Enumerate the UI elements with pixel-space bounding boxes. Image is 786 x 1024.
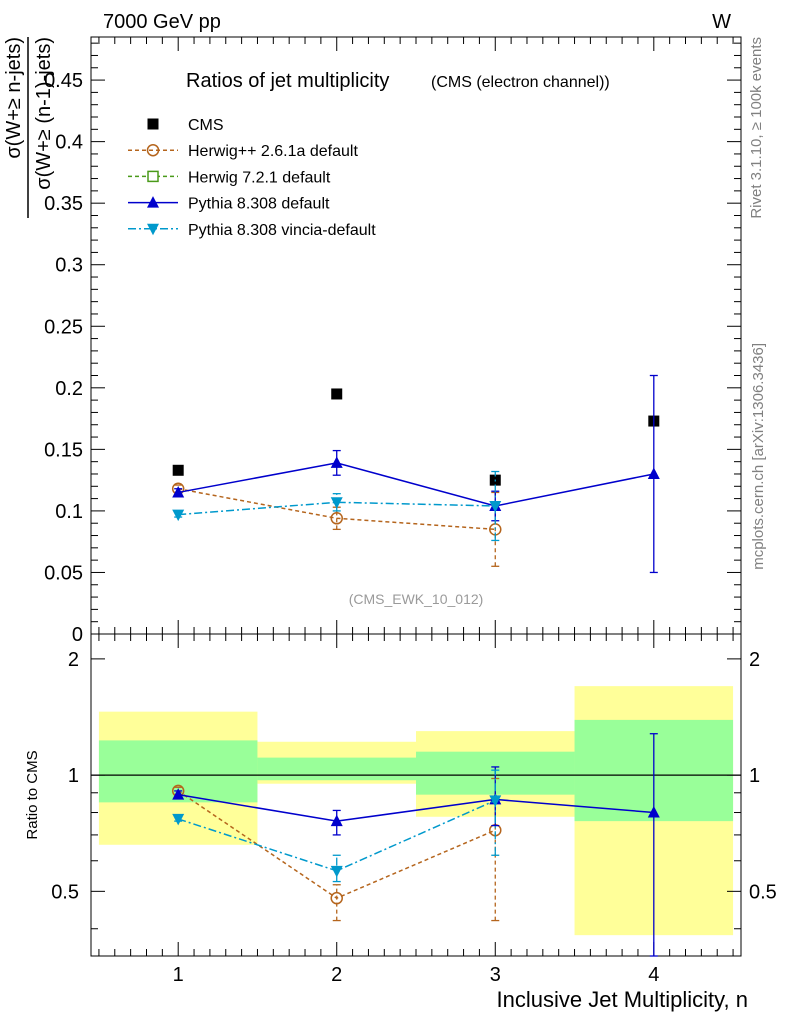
main-subtitle: (CMS (electron channel))	[431, 74, 610, 91]
ratio-pythia-8-308-vincia-default-point	[330, 865, 343, 878]
legend-label: Herwig++ 2.6.1a default	[188, 143, 358, 160]
main-pythia-8-308-vincia-default-point	[172, 509, 185, 522]
y-tick-label: 0.1	[55, 501, 83, 523]
band-green-2	[257, 757, 416, 781]
y-tick-label: 0.45	[44, 70, 83, 92]
y-axis-numerator: σ(W+≥ n-jets)	[3, 37, 25, 159]
ratio-y-tick-label: 2	[68, 649, 79, 671]
y-tick-label: 0.4	[55, 132, 83, 154]
ratio-pythia-8-308-default-point	[647, 806, 660, 818]
header-left: 7000 GeV pp	[103, 11, 221, 33]
main-cms-point	[172, 464, 184, 476]
y-tick-label: 0.35	[44, 193, 83, 215]
main-herwig-2-6-1a-default-point	[330, 512, 343, 525]
legend-label: Herwig 7.2.1 default	[188, 169, 331, 186]
x-tick-label: 2	[331, 964, 342, 986]
main-pythia-8-308-default-point	[172, 485, 185, 498]
main-pythia-8-308-vincia-default-point	[489, 500, 502, 513]
ratio-herwig-2-6-1a-default-point	[330, 891, 343, 905]
main-cms-series	[172, 388, 660, 486]
main-pythia-8-308-default-point	[647, 467, 660, 479]
main-pythia-8-308-vincia-default-line	[178, 501, 496, 516]
y-tick-label: 0.2	[55, 378, 83, 400]
x-tick-label: 1	[173, 964, 184, 986]
legend: CMS Herwig++ 2.6.1a default Herwig 7.2.1 d…	[128, 117, 376, 239]
legend-marker	[147, 223, 159, 236]
main-pythia-8-308-default-line	[178, 462, 654, 507]
y-tick-label: 0.25	[44, 316, 83, 338]
main-title: Ratios of jet multiplicity	[186, 70, 389, 92]
y-tick-label: 0	[72, 624, 83, 646]
ratio-y-tick-label-right: 2	[749, 649, 760, 671]
main-pythia-8-308-vincia-default-point	[330, 497, 343, 509]
y-tick-label: 0.15	[44, 439, 83, 461]
main-panel: 0 0.05 0.1 0.15 0.2 0.25 0.3 0.35 0.4 0.45	[44, 36, 742, 648]
main-pythia-8-308-default-point	[330, 456, 343, 468]
main-cms-point	[331, 388, 343, 400]
ratio-y-tick-label: 0.5	[51, 881, 79, 903]
watermark: (CMS_EWK_10_012)	[349, 591, 484, 607]
ratio-y-tick-label-right: 0.5	[749, 881, 777, 903]
rivet-label: Rivet 3.1.10, ≥ 100k events	[748, 37, 765, 219]
main-herwig-2-6-1a-default-line	[178, 488, 496, 531]
main-pythia-8-308-vincia-default-series	[172, 470, 502, 542]
x-tick-label: 4	[648, 964, 659, 986]
legend-marker	[147, 170, 159, 183]
y-axis-denominator: σ(W+≥ (n-1)-jets)	[33, 37, 55, 190]
legend-label: CMS	[188, 117, 224, 134]
legend-label: Pythia 8.308 default	[188, 196, 330, 213]
main-herwig-2-6-1a-default-series	[171, 482, 502, 567]
y-tick-label: 0.3	[55, 255, 83, 277]
x-axis-label: Inclusive Jet Multiplicity, n	[497, 987, 748, 1012]
ratio-pythia-8-308-vincia-default-point	[489, 795, 502, 807]
legend-marker	[147, 118, 159, 130]
ratio-y-label: Ratio to CMS	[24, 750, 41, 839]
header-right: W	[712, 11, 731, 33]
legend-marker	[146, 143, 160, 157]
y-tick-label: 0.05	[44, 562, 83, 584]
mcplots-label: mcplots.cern.ch [arXiv:1306.3436]	[750, 343, 767, 570]
ratio-y-tick-label: 1	[68, 765, 79, 787]
ratio-pythia-8-308-default-point	[172, 788, 185, 800]
ratio-pythia-8-308-default-line	[178, 793, 654, 822]
legend-label: Pythia 8.308 vincia-default	[188, 222, 376, 239]
legend-marker	[147, 196, 159, 208]
ratio-pythia-8-308-vincia-default-series	[172, 769, 502, 883]
main-pythia-8-308-default-series	[172, 374, 660, 574]
ratio-panel: 1 2 3 4 0.5 0.5 1 1 2 2	[51, 633, 777, 986]
ratio-pythia-8-308-default-point	[330, 814, 343, 827]
ratio-pythia-8-308-vincia-default-point	[172, 813, 185, 826]
x-tick-label: 3	[490, 964, 501, 986]
ratio-y-tick-label-right: 1	[749, 765, 760, 787]
